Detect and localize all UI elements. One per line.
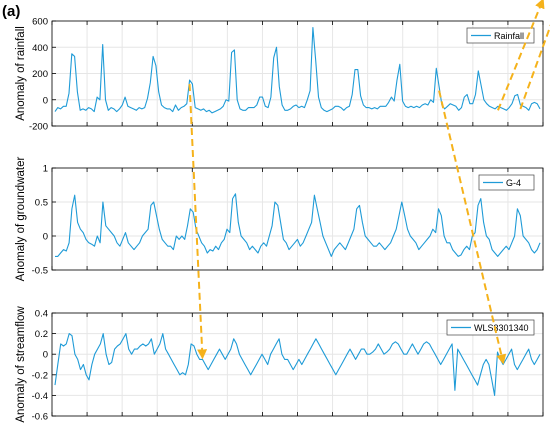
y-tick-label: 400 (32, 43, 48, 54)
chart-panel-1: -200 0 200 400 600 Anomaly of rainfall Rainfal… (15, 17, 544, 133)
y-axis-label: Anomaly of rainfall (15, 26, 27, 121)
series-line-WLS3301340 (54, 333, 541, 396)
y-tick-label: -200 (29, 122, 48, 133)
y-tick-label: 1 (43, 164, 48, 175)
chart-panel-2: -0.5 0 0.5 1 Anomaly of groundwater G-4 (15, 157, 544, 282)
y-tick-label: -0.4 (32, 391, 48, 402)
chart-panel-3: -0.6 -0.4 -0.2 0 0.2 0.4 Anomaly of streamflow… (15, 306, 544, 423)
lag-arrow-2 (438, 90, 507, 365)
legend-label: Rainfall (494, 31, 524, 41)
lag-arrow-3 (497, 0, 545, 111)
y-axis-label: Anomaly of groundwater (15, 157, 27, 282)
legend-label: WLS3301340 (474, 323, 529, 333)
lag-arrow-4 (519, 24, 550, 110)
y-tick-label: 600 (32, 17, 48, 28)
y-tick-label: 0 (43, 350, 48, 361)
y-tick-label: 0.5 (35, 198, 48, 209)
y-tick-label: -0.6 (32, 412, 48, 423)
y-tick-label: 0.2 (35, 329, 48, 340)
legend: WLS3301340 (446, 319, 535, 336)
y-tick-label: -0.2 (32, 370, 48, 381)
legend: Rainfall (466, 27, 535, 44)
legend-box (466, 27, 535, 44)
legend-label: G-4 (506, 178, 521, 188)
y-axis-label: Anomaly of streamflow (15, 306, 27, 423)
y-tick-label: 200 (32, 69, 48, 80)
legend-box (478, 174, 535, 191)
lag-arrows (188, 0, 550, 365)
legend-box (446, 319, 535, 336)
legend: G-4 (478, 174, 535, 191)
panel-letter: (a) (2, 3, 20, 20)
y-tick-label: -0.5 (32, 266, 48, 277)
lag-arrow-1 (188, 84, 208, 360)
y-tick-label: 0 (43, 95, 48, 106)
panels: -200 0 200 400 600 Anomaly of rainfall Rainfal… (15, 17, 544, 423)
y-tick-label: 0.4 (35, 309, 48, 320)
series-line-Rainfall (54, 27, 541, 114)
y-tick-label: 0 (43, 232, 48, 243)
